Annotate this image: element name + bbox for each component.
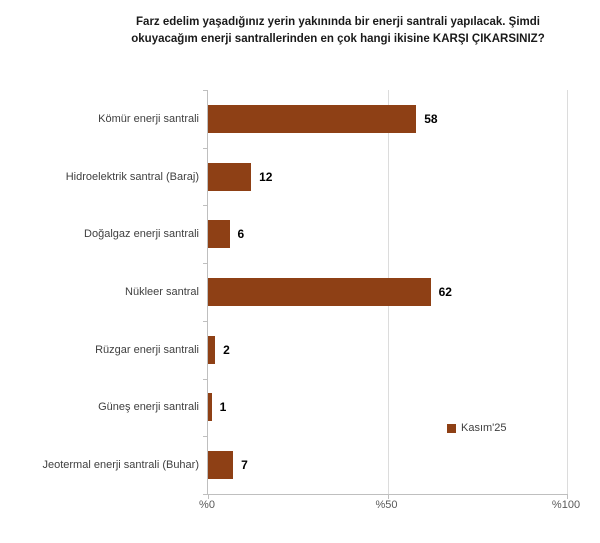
bar [208,393,212,422]
category-labels: Kömür enerji santrali Hidroelektrik santr… [0,90,199,494]
legend: Kasım'25 [447,422,507,434]
category-label: Güneş enerji santrali [98,401,199,414]
gridline [567,90,568,494]
x-axis-tick [208,494,209,499]
y-axis-tick [203,263,208,265]
y-axis-tick [203,90,208,91]
category-label: Kömür enerji santrali [98,112,199,125]
bar-row: 6 [208,205,567,263]
y-axis-tick [203,320,208,322]
category-label: Nükleer santral [125,285,199,298]
bar-row: 58 [208,90,567,148]
value-label: 62 [438,284,452,299]
value-label: 6 [237,227,245,242]
bar-row: 1 [208,379,567,437]
y-axis-tick [203,494,208,495]
value-label: 12 [259,169,273,184]
bar [208,104,417,133]
bar [208,277,431,306]
category-label: Doğalgaz enerji santrali [84,228,199,241]
bar [208,162,252,191]
bar [208,451,234,480]
x-axis-tick [567,494,568,499]
x-axis-labels: %0 %50 %100 [199,499,580,515]
x-axis-tick-label: %0 [199,499,215,511]
y-axis-tick [203,378,208,380]
value-label: 7 [241,458,248,473]
bar-row: 2 [208,321,567,379]
bar [208,335,216,364]
y-axis-tick [203,147,208,149]
category-label: Jeotermal enerji santrali (Buhar) [42,459,199,472]
value-label: 2 [223,342,230,357]
category-label: Hidroelektrik santral (Baraj) [65,170,199,183]
x-axis-tick-label: %50 [375,499,398,511]
value-label: 58 [424,111,438,126]
legend-label: Kasım'25 [461,422,507,434]
plot-area: 58 12 6 62 2 1 7 [203,90,568,499]
bar-row: 7 [208,436,567,494]
bar [208,220,230,249]
x-axis-tick-label: %100 [551,499,581,511]
legend-swatch-icon [447,423,456,433]
bar-row: 12 [208,148,567,206]
x-axis-tick [387,494,389,499]
y-axis-tick [203,205,208,207]
value-label: 1 [219,400,227,415]
category-label: Rüzgar enerji santrali [95,343,199,356]
bar-row: 62 [208,263,567,321]
y-axis-tick [203,436,208,438]
chart-title: Farz edelim yaşadığınız yerin yakınında … [131,16,545,45]
